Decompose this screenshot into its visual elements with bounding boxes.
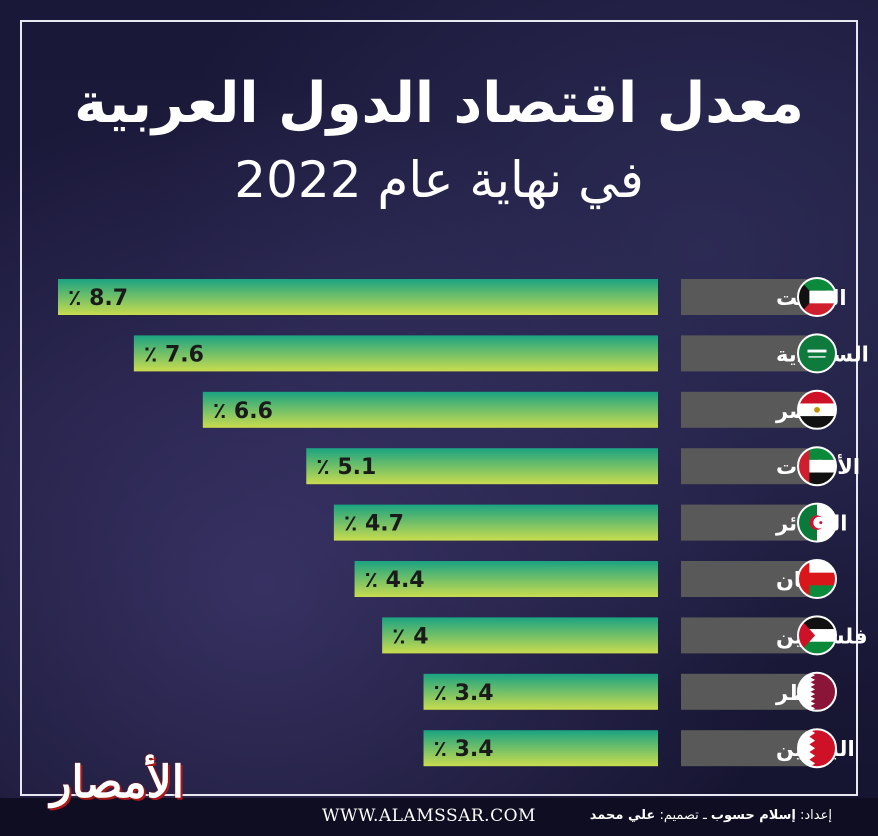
bar-value-label: ٪ 3.4: [434, 737, 494, 762]
logo-text: الأمصار: [50, 757, 184, 808]
frame-border: [20, 20, 858, 796]
bar: [423, 673, 658, 710]
saudi-flag-icon: [797, 333, 837, 374]
credit-separator: ـ: [698, 808, 711, 823]
bar-value-label: ٪ 5.1: [316, 455, 376, 480]
credits: إعداد: إسلام حسوب ـ تصميم: علي محمد: [590, 808, 832, 823]
footer-bar: [0, 798, 878, 836]
bar-row: ٪ 8.7الكويت: [58, 277, 847, 317]
bar-value-label: ٪ 4: [392, 624, 428, 649]
bar-row: ٪ 3.4قطر: [423, 671, 837, 712]
bar: [58, 279, 658, 315]
uae-flag-icon: [797, 446, 837, 487]
bar: [133, 335, 659, 372]
bar-value-label: ٪ 6.6: [213, 399, 273, 424]
alamssar-logo: الأمصار: [50, 755, 184, 811]
chart-title: معدل اقتصاد الدول العربية: [74, 71, 804, 136]
design-name: علي محمد: [589, 808, 656, 823]
bar-value-label: ٪ 8.7: [68, 286, 128, 311]
website-link[interactable]: WWW.ALAMSSAR.COM: [322, 806, 536, 826]
bar-row: ٪ 6.6مصر: [202, 389, 837, 430]
bar-row: ٪ 4.4عمان: [354, 559, 837, 599]
egypt-flag-icon: [797, 389, 837, 430]
qatar-flag-icon: [797, 671, 837, 712]
bar: [382, 617, 658, 654]
bar-value-label: ٪ 3.4: [434, 681, 494, 706]
design-label: تصميم:: [659, 808, 699, 823]
bar: [333, 504, 658, 541]
bar-value-label: ٪ 4.7: [344, 512, 404, 537]
bar-row: ٪ 4.7الجزائر: [333, 502, 847, 543]
prep-label: إعداد:: [800, 808, 832, 823]
prep-name: إسلام حسوب: [710, 808, 796, 823]
bar: [306, 448, 658, 485]
bar-row: ٪ 5.1الأمارات: [306, 446, 860, 487]
bahrain-flag-icon: [797, 728, 837, 769]
bar: [202, 391, 659, 428]
algeria-flag-icon: [797, 502, 837, 543]
bar-row: ٪ 7.6السعودية: [133, 333, 869, 374]
bar-value-label: ٪ 4.4: [365, 568, 425, 593]
bar-row: ٪ 4فلسطين: [382, 615, 868, 656]
bar-value-label: ٪ 7.6: [144, 342, 204, 367]
oman-flag-icon: [797, 559, 837, 599]
chart-subtitle: في نهاية عام 2022: [234, 151, 644, 209]
palestine-flag-icon: [797, 615, 837, 656]
bar: [354, 561, 658, 597]
bar: [423, 730, 658, 767]
kuwait-flag-icon: [797, 277, 837, 317]
bar-row: ٪ 3.4البحرين: [423, 728, 855, 769]
